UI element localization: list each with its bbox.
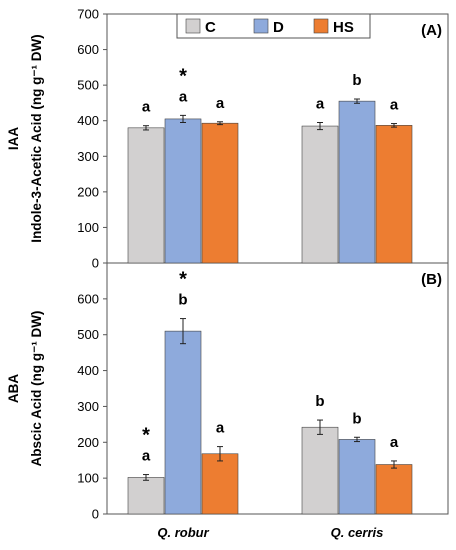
- y-tick-label: 0: [92, 507, 99, 522]
- bar-C: [301, 125, 339, 264]
- y-axis-title: Indole-3-Acetic Acid (ng g⁻¹ DW): [29, 34, 44, 242]
- significance-letter: a: [179, 88, 188, 105]
- bar-HS: [201, 453, 239, 515]
- category-label: Q. robur: [157, 525, 209, 540]
- bar-D: [164, 118, 202, 264]
- significance-letter: b: [352, 72, 361, 89]
- legend-label-D: D: [273, 19, 284, 36]
- y-axis-short-title: ABA: [6, 374, 21, 403]
- y-tick-label: 300: [77, 399, 99, 414]
- bar-D: [338, 439, 376, 515]
- legend-swatch-D: [253, 18, 269, 34]
- legend-box: [176, 13, 371, 39]
- panel-label: (B): [421, 271, 442, 288]
- y-tick-label: 700: [77, 7, 99, 22]
- y-tick-label: 400: [77, 113, 99, 128]
- y-tick-label: 100: [77, 471, 99, 486]
- bar-C: [301, 426, 339, 515]
- legend-swatch-C: [185, 18, 201, 34]
- y-tick-label: 600: [77, 42, 99, 57]
- bar-D: [338, 100, 376, 264]
- significance-letter: a: [390, 97, 399, 114]
- bar-HS: [375, 464, 413, 515]
- significance-letter: a: [142, 99, 151, 116]
- panel-label: (A): [421, 22, 442, 39]
- significance-letter: b: [352, 410, 361, 427]
- legend-label-HS: HS: [333, 19, 354, 36]
- bar-C: [127, 477, 165, 515]
- bar-D: [164, 330, 202, 515]
- significance-letter: a: [216, 420, 225, 437]
- bar-HS: [201, 122, 239, 264]
- y-tick-label: 400: [77, 363, 99, 378]
- legend-label-C: C: [205, 19, 216, 36]
- y-tick-label: 100: [77, 220, 99, 235]
- significance-letter: a: [390, 434, 399, 451]
- y-tick-label: 500: [77, 78, 99, 93]
- y-axis-short-title: IAA: [6, 127, 21, 151]
- y-tick-label: 0: [92, 256, 99, 271]
- y-tick-label: 200: [77, 435, 99, 450]
- y-tick-label: 600: [77, 291, 99, 306]
- category-label: Q. cerris: [331, 525, 384, 540]
- significance-letter: a: [142, 448, 151, 465]
- significance-star: *: [179, 269, 187, 291]
- y-tick-label: 300: [77, 149, 99, 164]
- significance-letter: b: [178, 292, 187, 309]
- y-tick-label: 200: [77, 184, 99, 199]
- significance-letter: b: [315, 393, 324, 410]
- significance-letter: a: [216, 95, 225, 112]
- legend-swatch-HS: [313, 18, 329, 34]
- significance-star: *: [142, 425, 150, 447]
- bar-HS: [375, 125, 413, 264]
- significance-letter: a: [316, 95, 325, 112]
- significance-star: *: [179, 65, 187, 87]
- bar-C: [127, 127, 165, 264]
- y-axis-title: Abscic Acid (ng g⁻¹ DW): [29, 311, 44, 467]
- y-tick-label: 500: [77, 327, 99, 342]
